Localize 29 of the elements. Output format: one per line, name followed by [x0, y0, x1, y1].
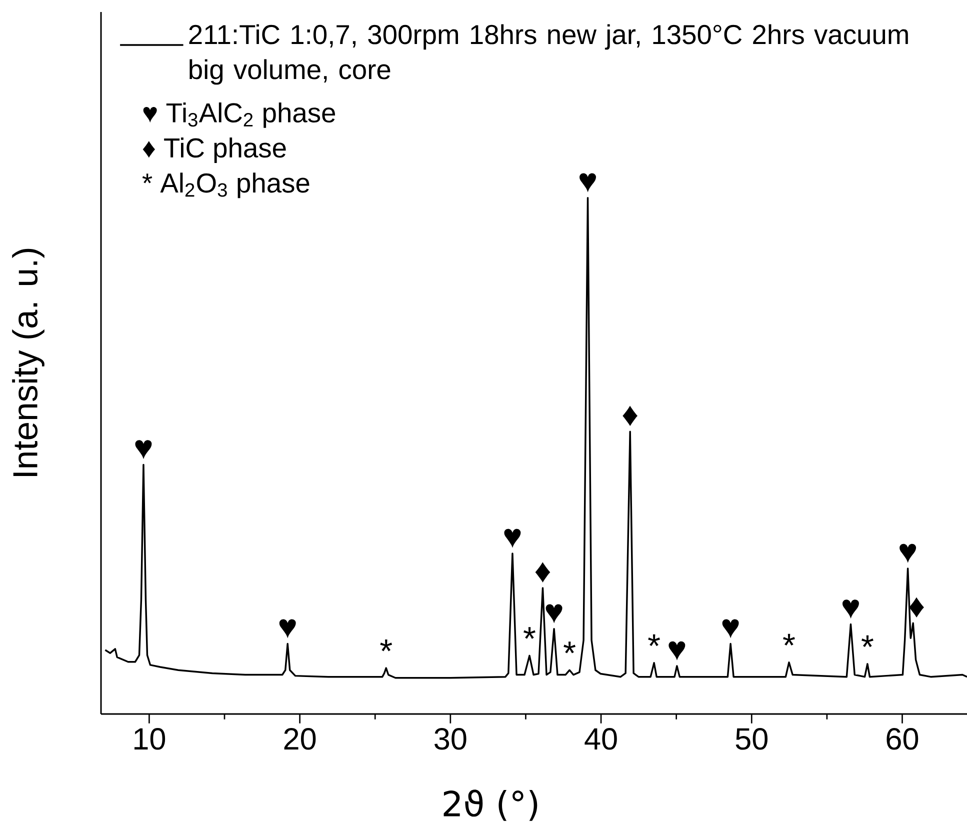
x-axis-title: 2ϑ (°)	[444, 790, 538, 821]
text: ♦ TiC phase	[142, 138, 286, 164]
annotation: *	[648, 634, 660, 646]
annotation: ♥	[279, 619, 296, 638]
annotation: ♦	[535, 562, 550, 582]
x-tick-label: 60	[886, 728, 918, 750]
annotation: ♥	[842, 600, 859, 619]
annotation: ♥	[504, 528, 521, 548]
annotation: *	[862, 635, 874, 648]
annotation: ♥	[900, 544, 916, 563]
x-tick-label: 20	[284, 728, 316, 750]
y-axis-title: Intensity (a. u.)	[12, 248, 44, 476]
annotation: ♥	[546, 604, 562, 624]
annotation: *	[524, 627, 536, 639]
annotation: ♥	[668, 641, 686, 660]
annotation: ♥	[580, 173, 596, 192]
annotation: * Al$_{2}$O$_{3}$ phase	[142, 172, 310, 198]
x-tick-label: 10	[134, 728, 166, 750]
x-tick-label: 30	[434, 728, 466, 750]
annotation: *	[380, 640, 392, 652]
annotation: ♦	[622, 406, 638, 426]
annotation: *	[564, 642, 576, 654]
annotation: ♥	[135, 440, 152, 460]
text: ♥ Ti$_{3}$AlC$_{2}$ phase	[143, 102, 336, 128]
annotation: ♥	[722, 619, 739, 638]
x-tick-label: 40	[584, 728, 617, 750]
annotation: ♦	[909, 597, 924, 618]
annotation: *	[783, 634, 795, 646]
x-tick-label: 50	[736, 728, 768, 750]
